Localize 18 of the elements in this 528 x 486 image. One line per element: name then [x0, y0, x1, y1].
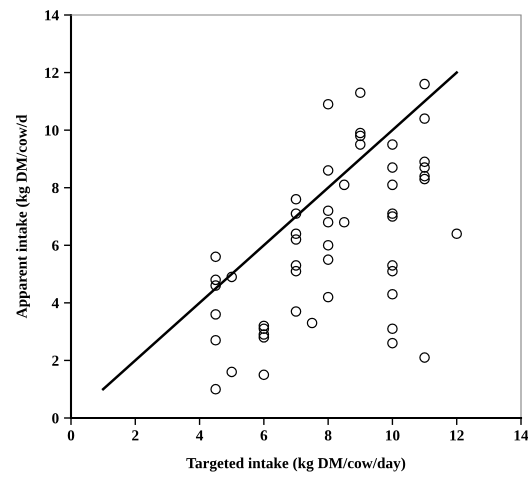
y-tick-label: 8: [52, 182, 59, 194]
x-tick-label: 10: [386, 430, 400, 441]
y-tick-label: 4: [52, 298, 59, 308]
y-tick-label: 2: [52, 356, 59, 366]
x-tick-label: 8: [324, 430, 332, 441]
y-tick-label: 12: [45, 68, 59, 78]
x-tick-label: 14: [514, 430, 528, 440]
x-tick-label: 2: [132, 430, 138, 440]
x-tick-label: 0: [68, 430, 74, 441]
y-tick-label: 6: [52, 240, 59, 251]
y-axis-title: Apparent intake (kg DM/cow/d: [16, 114, 30, 318]
x-tick-label: 6: [260, 430, 268, 441]
x-axis-title: Targeted intake (kg DM/cow/day): [186, 458, 406, 472]
x-tick-label: 12: [450, 430, 464, 440]
y-tick-label: 14: [45, 10, 59, 20]
y-tick-label: 10: [45, 125, 59, 136]
y-tick-label: 0: [52, 413, 59, 424]
x-tick-label: 4: [196, 430, 204, 440]
